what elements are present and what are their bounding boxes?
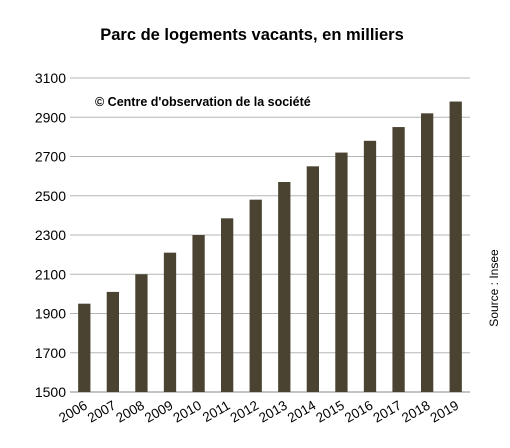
bar-2007 — [106, 291, 119, 392]
grid-lines — [70, 77, 470, 354]
chart-title: Parc de logements vacants, en milliers — [100, 26, 404, 44]
x-tick-label: 2019 — [428, 398, 462, 426]
y-tick-label: 2500 — [35, 188, 66, 204]
bar-2017 — [392, 127, 405, 392]
bar-2019 — [449, 101, 462, 393]
y-tick-label: 2700 — [35, 149, 66, 165]
y-tick-label: 1900 — [35, 306, 66, 322]
source-note: Source : Insee — [487, 249, 501, 327]
y-tick-label: 2100 — [35, 266, 66, 282]
bars — [78, 101, 462, 393]
bar-2009 — [163, 252, 177, 392]
bar-2010 — [192, 235, 205, 392]
bar-2014 — [306, 166, 319, 392]
y-tick-label: 3100 — [35, 70, 66, 86]
bar-2015 — [335, 152, 348, 392]
y-axis: 1500 1700 1900 2100 2300 2500 2700 2900 3100 — [35, 70, 470, 400]
bar-2011 — [221, 218, 234, 392]
y-tick-label: 2900 — [35, 109, 66, 125]
y-tick-label: 1500 — [35, 384, 66, 400]
x-axis: 2006200720082009201020112012201320142015… — [56, 397, 461, 425]
bar-2018 — [421, 113, 434, 392]
bar-2013 — [278, 182, 291, 392]
bar-2016 — [363, 140, 377, 392]
bar-2008 — [135, 274, 148, 392]
y-tick-label: 1700 — [35, 345, 66, 361]
copyright-watermark: © Centre d'observation de la société — [95, 95, 311, 109]
y-tick-label: 2300 — [35, 227, 66, 243]
bar-2012 — [249, 199, 262, 392]
bar-2006 — [78, 303, 91, 392]
x-tick-label: 2011 — [200, 398, 233, 426]
